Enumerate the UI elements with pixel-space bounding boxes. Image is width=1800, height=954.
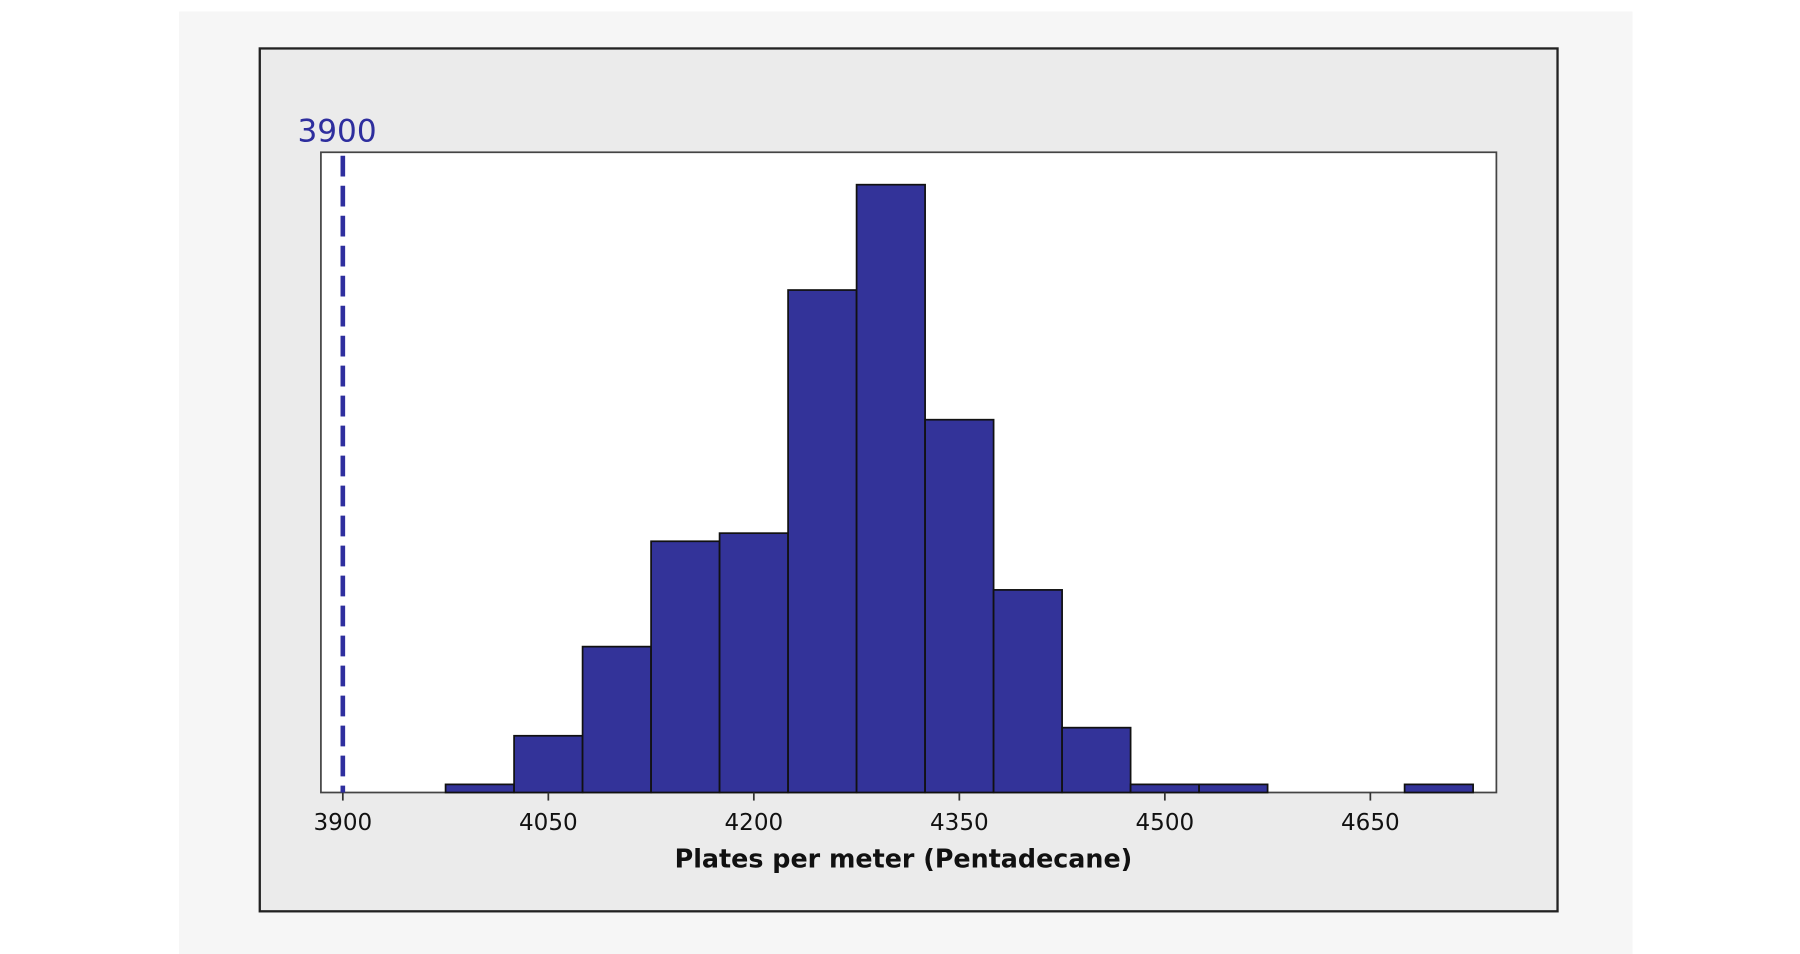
bar <box>650 540 721 794</box>
x-tick-label: 4050 <box>519 810 578 836</box>
bar <box>718 532 789 794</box>
x-tick-label: 4650 <box>1341 810 1400 836</box>
x-tick-label: 4500 <box>1135 810 1194 836</box>
x-tick-label: 3900 <box>313 810 372 836</box>
reference-label: 3900 <box>297 114 376 150</box>
bar <box>1061 726 1132 794</box>
bar <box>1403 783 1474 794</box>
bar <box>1198 783 1269 794</box>
bar <box>581 645 652 794</box>
bar <box>1129 783 1200 794</box>
x-axis-label: Plates per meter (Pentadecane) <box>675 844 1133 874</box>
bar <box>992 589 1063 794</box>
x-tick-label: 4200 <box>724 810 783 836</box>
bar <box>855 183 926 794</box>
bar <box>513 734 584 794</box>
bar <box>444 783 515 794</box>
bar <box>787 289 858 794</box>
bar <box>924 418 995 794</box>
x-tick-label: 4350 <box>930 810 989 836</box>
